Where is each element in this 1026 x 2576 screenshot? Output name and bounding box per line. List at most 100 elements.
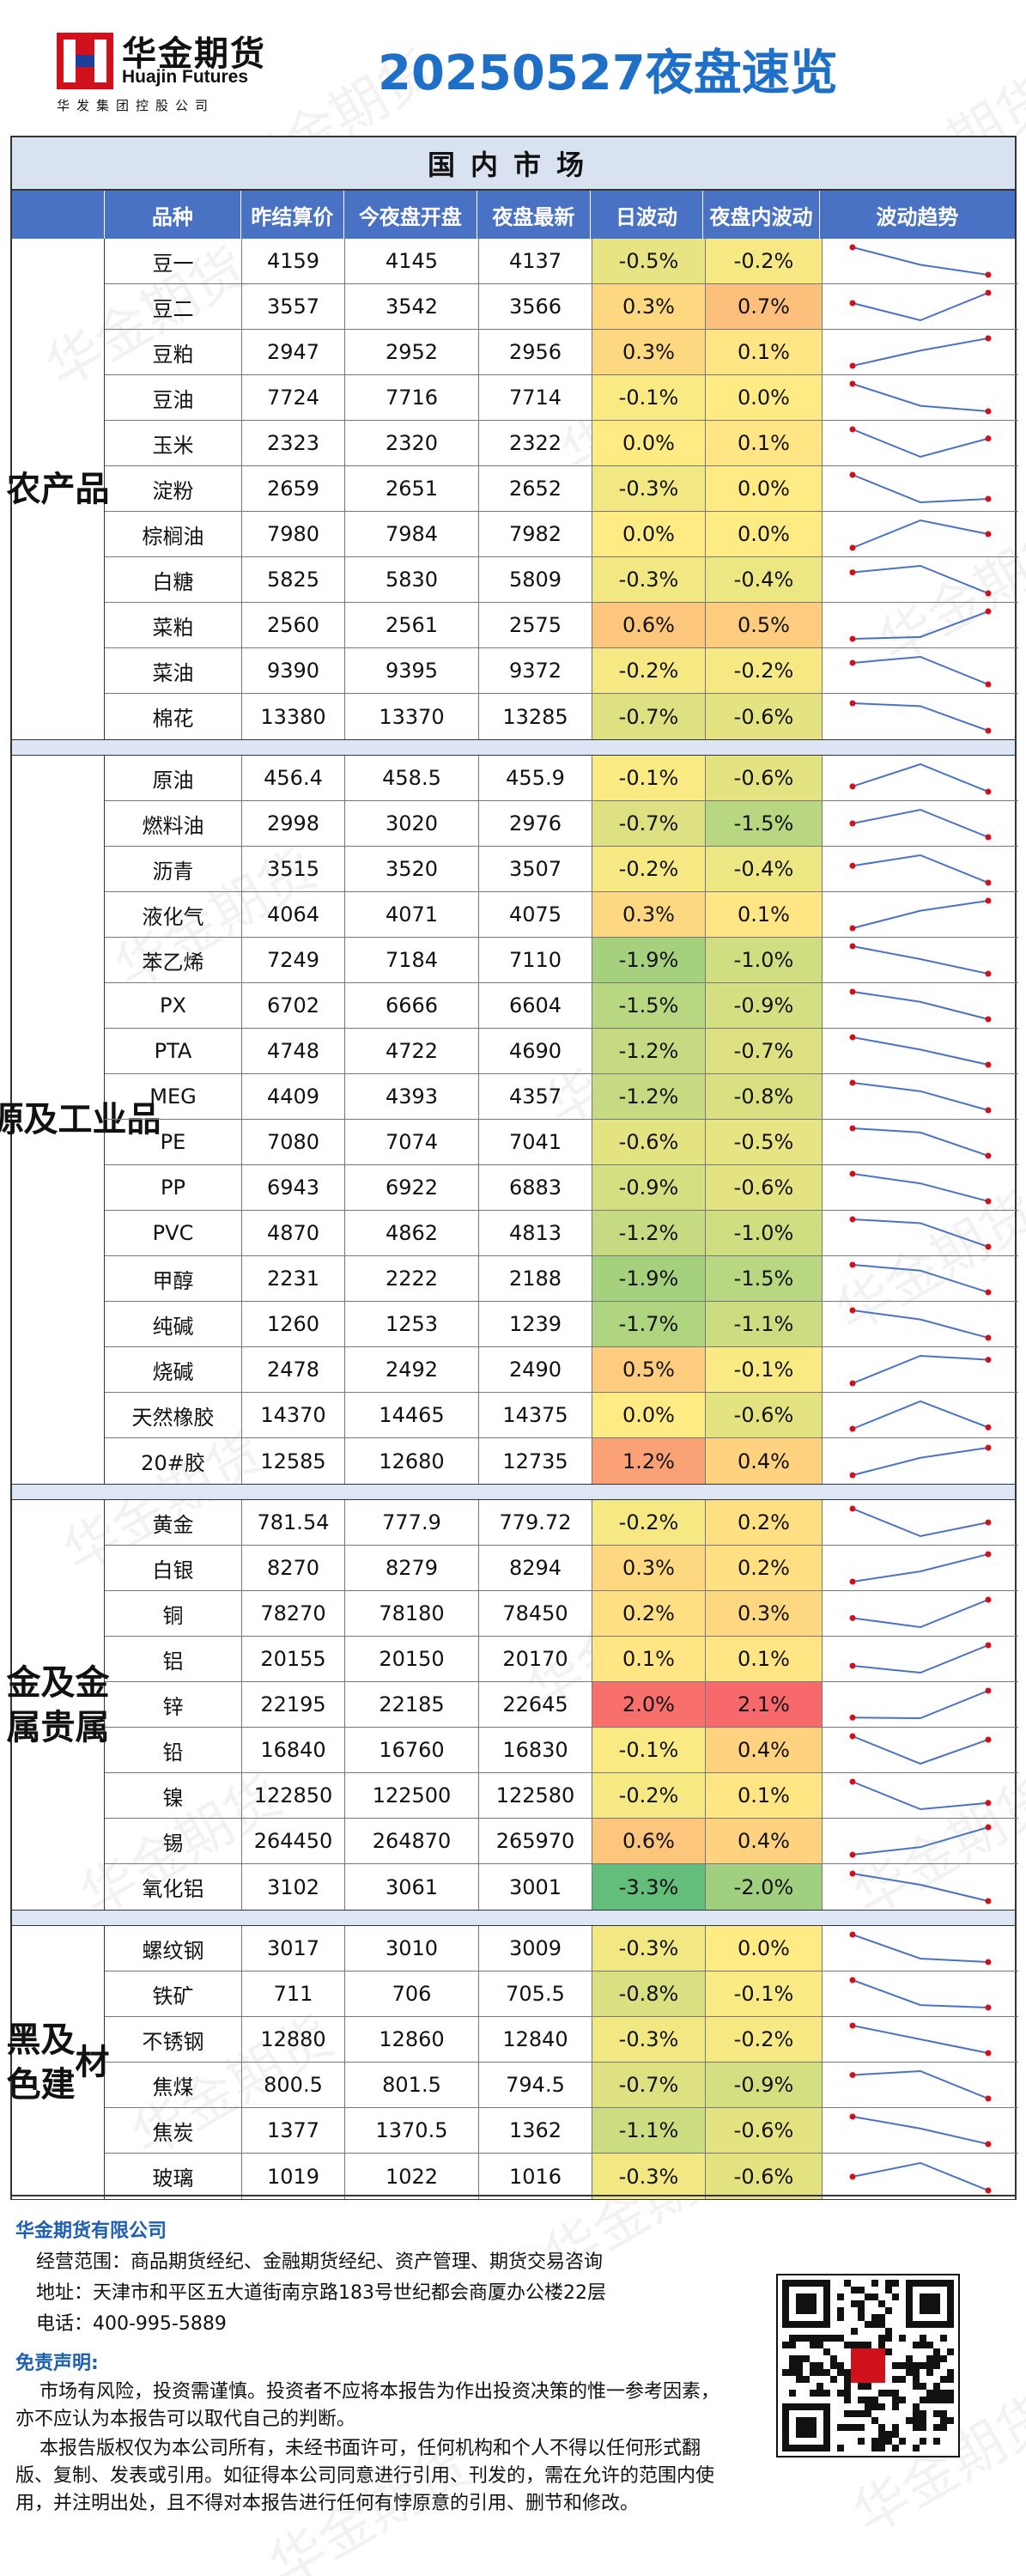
trend-end-point xyxy=(985,531,992,538)
trend-start-point xyxy=(849,1578,856,1585)
trend-line xyxy=(852,808,989,838)
night-open-cell: 7984 xyxy=(345,512,479,556)
trend-cell xyxy=(823,1546,1018,1590)
night-change-cell: -0.9% xyxy=(706,983,823,1028)
trend-cell xyxy=(823,1500,1018,1545)
night-open-cell: 7074 xyxy=(345,1120,479,1164)
night-change-cell: -0.6% xyxy=(706,2108,823,2153)
trend-end-point xyxy=(985,1016,992,1023)
trend-line xyxy=(852,1781,989,1811)
trend-sparkline xyxy=(849,1931,992,1965)
trend-end-point xyxy=(985,289,992,296)
variety-cell: 铝 xyxy=(105,1637,242,1681)
trend-end-point xyxy=(985,1551,992,1558)
night-last-cell: 9372 xyxy=(479,648,592,693)
night-change-cell: 0.7% xyxy=(706,284,823,329)
trend-start-point xyxy=(849,862,856,869)
variety-cell: 天然橡胶 xyxy=(105,1393,242,1437)
prev-settle-cell: 2231 xyxy=(242,1256,345,1301)
trend-start-point xyxy=(849,1261,856,1268)
prev-settle-cell: 2560 xyxy=(242,603,345,647)
trend-end-point xyxy=(985,2141,992,2148)
trend-end-point xyxy=(985,435,992,442)
trend-end-point xyxy=(985,1243,992,1250)
category-label-line: 品 xyxy=(126,1100,161,1139)
footer-company-name: 华金期货有限公司 xyxy=(15,2221,167,2242)
trend-sparkline xyxy=(849,1261,992,1296)
trend-cell xyxy=(823,557,1018,602)
trend-sparkline xyxy=(849,1596,992,1629)
trend-cell xyxy=(823,375,1018,420)
column-header-prev-settle: 昨结算价 xyxy=(241,191,344,239)
day-change-cell: -0.7% xyxy=(592,694,706,739)
prev-settle-cell: 2659 xyxy=(242,466,345,511)
category-label-line: 及贵 xyxy=(40,1662,76,1747)
night-open-cell: 9395 xyxy=(345,648,479,693)
day-change-cell: -0.2% xyxy=(592,847,706,891)
trend-start-point xyxy=(849,1505,856,1512)
prev-settle-cell: 14370 xyxy=(242,1393,345,1437)
trend-line xyxy=(852,2025,989,2054)
night-change-cell: -0.4% xyxy=(706,847,823,891)
category-label: 农产品 xyxy=(7,239,110,739)
trend-line xyxy=(852,1872,989,1902)
trend-start-point xyxy=(849,362,856,369)
night-change-cell: -0.2% xyxy=(706,2017,823,2062)
category-label: 金属 及贵 金属 xyxy=(7,1500,110,1910)
variety-cell: PE xyxy=(105,1120,242,1164)
trend-cell xyxy=(823,1864,1018,1910)
trend-start-point xyxy=(849,700,856,706)
prev-settle-cell: 2998 xyxy=(242,801,345,846)
variety-cell: 氧化铝 xyxy=(105,1864,242,1910)
trend-sparkline xyxy=(849,655,992,688)
category-group: 农产品豆一 4159 4145 4137 -0.5% -0.2% 豆二 3557 3542 356… xyxy=(7,239,1018,740)
trend-end-point xyxy=(985,879,992,886)
trend-cell xyxy=(823,694,1018,739)
footer-address: 地址：天津市和平区五大道街南京路183号世纪都会商厦办公楼22层 xyxy=(36,2282,606,2304)
trend-start-point xyxy=(849,820,856,827)
variety-cell: 棕榈油 xyxy=(105,512,242,556)
prev-settle-cell: 12880 xyxy=(242,2017,345,2062)
night-open-cell: 801.5 xyxy=(345,2063,479,2107)
trend-cell xyxy=(823,603,1018,647)
table-row: 液化气 4064 4071 4075 0.3% 0.1% xyxy=(105,892,1018,938)
section-title: 国内市场 xyxy=(10,136,1017,191)
day-change-cell: 0.0% xyxy=(592,1393,706,1437)
group-separator xyxy=(10,1911,1017,1926)
night-open-cell: 14465 xyxy=(345,1393,479,1437)
night-last-cell: 22645 xyxy=(479,1682,592,1727)
prev-settle-cell: 3557 xyxy=(242,284,345,329)
day-change-cell: -0.2% xyxy=(592,1773,706,1818)
footer-phone: 电话：400-995-5889 xyxy=(36,2313,227,2335)
trend-sparkline xyxy=(849,2113,992,2148)
trend-line xyxy=(852,2069,989,2099)
night-last-cell: 7982 xyxy=(479,512,592,556)
table-row: PX 6702 6666 6604 -1.5% -0.9% xyxy=(105,983,1018,1029)
night-change-cell: -1.1% xyxy=(706,1302,823,1346)
table-row: 豆二 3557 3542 3566 0.3% 0.7% xyxy=(105,284,1018,330)
night-open-cell: 4145 xyxy=(345,239,479,283)
day-change-cell: -0.7% xyxy=(592,2063,706,2107)
category-group: 金属 及贵 金属 黄金 781.54 777.9 779.72 -0.2% 0.2% 白银 8270… xyxy=(7,1500,1018,1911)
night-open-cell: 22185 xyxy=(345,1682,479,1727)
night-last-cell: 2956 xyxy=(479,330,592,374)
night-last-cell: 16830 xyxy=(479,1728,592,1772)
trend-line xyxy=(852,1979,989,2008)
table-row: 锌 22195 22185 22645 2.0% 2.1% xyxy=(105,1682,1018,1728)
day-change-cell: -1.9% xyxy=(592,938,706,982)
night-last-cell: 455.9 xyxy=(479,756,592,800)
trend-start-point xyxy=(849,1125,856,1132)
trend-line xyxy=(852,611,989,640)
night-open-cell: 3020 xyxy=(345,801,479,846)
variety-cell: 焦炭 xyxy=(105,2108,242,2153)
table-row: 铁矿 711 706 705.5 -0.8% -0.1% xyxy=(105,1971,1018,2017)
night-change-cell: -0.2% xyxy=(706,648,823,693)
trend-cell xyxy=(823,648,1018,693)
night-change-cell: 0.4% xyxy=(706,1819,823,1863)
trend-start-point xyxy=(849,426,856,433)
trend-end-point xyxy=(985,335,992,342)
footer-business-scope: 经营范围：商品期货经纪、金融期货经纪、资产管理、期货交易咨询 xyxy=(36,2251,604,2273)
night-open-cell: 16760 xyxy=(345,1728,479,1772)
night-change-cell: 0.3% xyxy=(706,1591,823,1636)
day-change-cell: 0.6% xyxy=(592,1819,706,1863)
